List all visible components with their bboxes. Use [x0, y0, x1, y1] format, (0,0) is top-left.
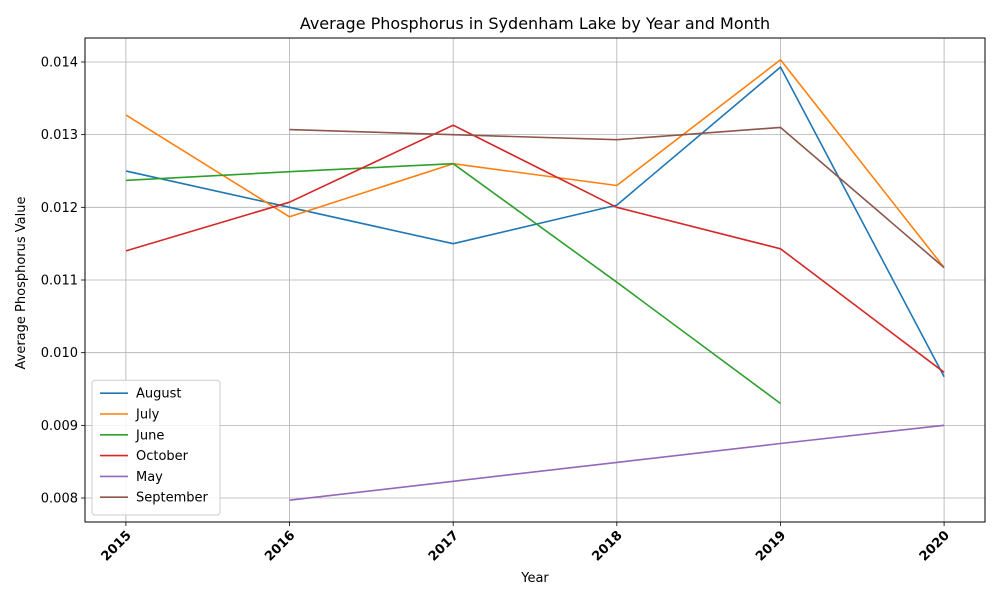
- legend: August July June October May September: [91, 379, 221, 516]
- y-tick-label: 0.013: [41, 128, 78, 143]
- legend-label: July: [135, 408, 160, 423]
- y-tick-label: 0.014: [41, 55, 78, 70]
- y-tick-label: 0.011: [41, 274, 78, 289]
- legend-label: September: [136, 491, 209, 506]
- series-line-june: [125, 162, 781, 405]
- chart-title: Average Phosphorus in Sydenham Lake by Y…: [300, 14, 770, 33]
- series-line-september: [289, 126, 945, 269]
- series-lines: [125, 58, 945, 501]
- y-axis: 0.008 0.009 0.010 0.011 0.012 0.013 0.014: [41, 55, 85, 507]
- series-line-july: [125, 58, 945, 269]
- y-tick-label: 0.008: [41, 492, 78, 507]
- legend-label: May: [136, 470, 163, 485]
- series-line-october: [125, 124, 945, 373]
- legend-label: June: [135, 428, 164, 443]
- x-axis-label: Year: [520, 571, 549, 586]
- y-tick-label: 0.012: [41, 201, 78, 216]
- y-axis-label: Average Phosphorus Value: [14, 197, 29, 370]
- y-tick-label: 0.009: [41, 419, 78, 434]
- series-line-may: [289, 424, 945, 501]
- legend-label: August: [136, 387, 182, 402]
- grid-lines: [85, 38, 985, 522]
- series-line-august: [125, 66, 945, 378]
- y-tick-label: 0.010: [41, 346, 78, 361]
- legend-label: October: [136, 449, 189, 464]
